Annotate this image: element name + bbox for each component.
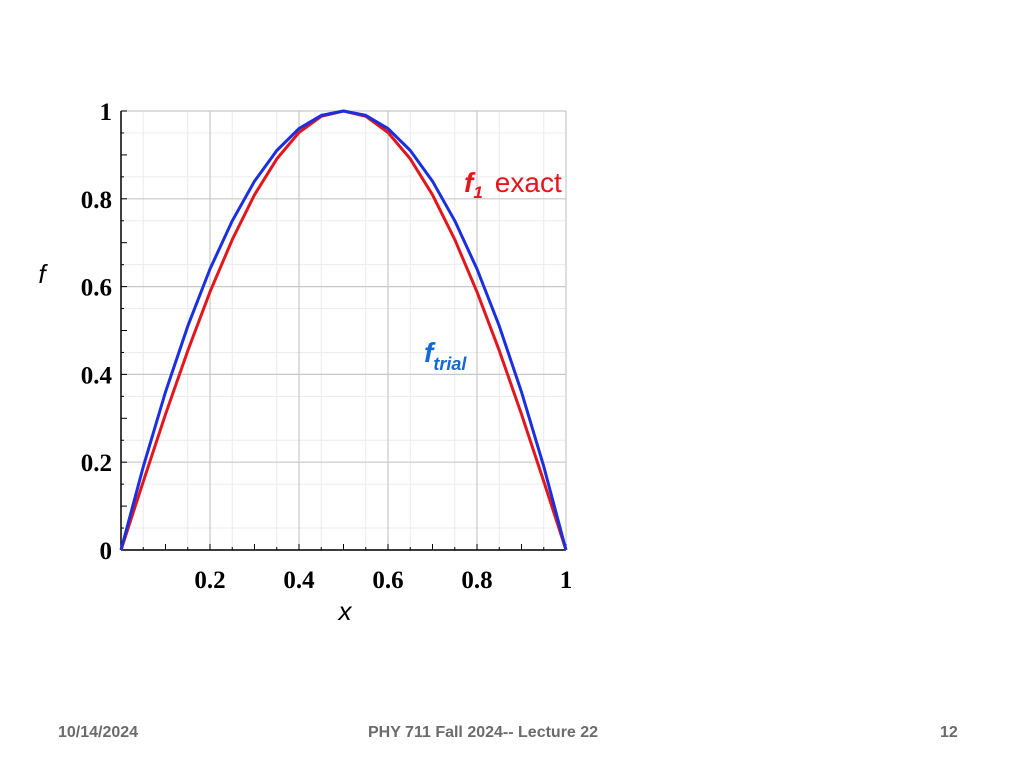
label-f1-exact: f1 exact xyxy=(464,167,562,202)
y-tick-label: 0 xyxy=(100,538,113,565)
x-tick-label: 0.4 xyxy=(283,567,315,594)
series-line-f-trial xyxy=(119,109,568,551)
y-tick-label: 0.2 xyxy=(81,450,112,477)
y-tick-label: 0.6 xyxy=(81,275,112,302)
footer-date: 10/14/2024 xyxy=(58,724,139,741)
y-tick-label: 0.8 xyxy=(81,187,112,214)
y-tick-label: 1 xyxy=(100,99,113,126)
x-tick-label: 1 xyxy=(560,567,573,594)
chart: 0.2 0.4 0.6 0.8 1 0 0.2 0.4 0.6 0.8 1 x f f1 exact ftri… xyxy=(38,99,573,626)
footer-title: PHY 711 Fall 2024-- Lecture 22 xyxy=(368,724,599,741)
x-tick-label: 0.2 xyxy=(194,567,225,594)
x-tick-label: 0.8 xyxy=(461,567,492,594)
y-axis-title: f xyxy=(38,259,48,289)
footer-page-number: 12 xyxy=(940,724,958,741)
label-f-trial: ftrial xyxy=(424,337,467,374)
x-tick-label: 0.6 xyxy=(372,567,403,594)
x-axis-title: x xyxy=(337,596,353,626)
y-tick-label: 0.4 xyxy=(81,362,113,389)
